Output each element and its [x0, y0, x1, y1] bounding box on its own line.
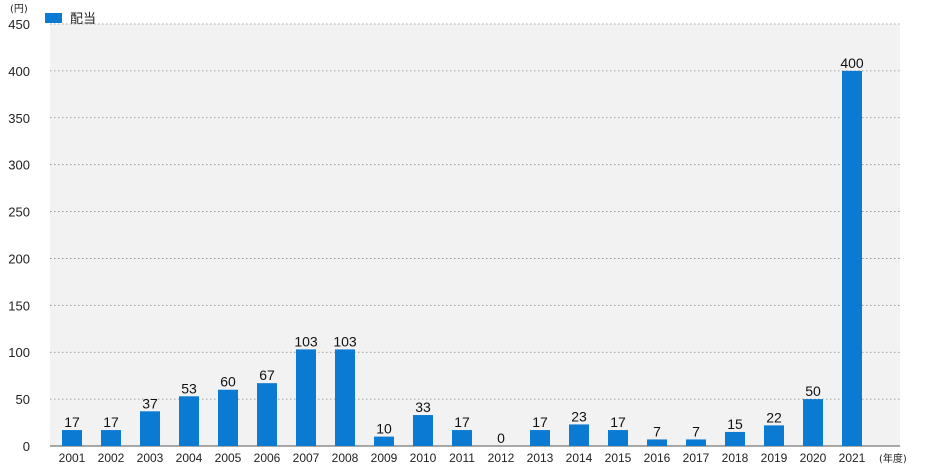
legend-swatch — [45, 12, 62, 23]
x-tick-label-2014: 2014 — [566, 451, 593, 465]
data-label-2001: 17 — [64, 414, 80, 430]
x-tick-label-2018: 2018 — [722, 451, 749, 465]
data-label-2008: 103 — [333, 333, 357, 349]
data-label-2003: 37 — [142, 395, 158, 411]
y-tick-label: 0 — [23, 439, 30, 454]
y-tick-label: 300 — [8, 158, 30, 173]
data-label-2016: 7 — [653, 423, 661, 439]
data-label-2005: 60 — [220, 374, 236, 390]
y-tick-label: 250 — [8, 205, 30, 220]
bar-2015 — [608, 430, 628, 446]
bar-2001 — [62, 430, 82, 446]
x-tick-label-2011: 2011 — [449, 451, 475, 465]
x-tick-label-2020: 2020 — [800, 451, 827, 465]
x-axis-unit: (年度) — [879, 454, 907, 465]
y-tick-label: 450 — [8, 17, 30, 32]
bar-2003 — [140, 411, 160, 446]
x-tick-label-2013: 2013 — [527, 451, 554, 465]
y-tick-label: 150 — [8, 298, 30, 313]
data-label-2020: 50 — [805, 383, 821, 399]
x-tick-label-2008: 2008 — [332, 451, 359, 465]
x-tick-label-2015: 2015 — [605, 451, 632, 465]
x-tick-label-2007: 2007 — [293, 451, 320, 465]
y-axis-unit: (円) — [10, 4, 28, 15]
bar-2020 — [803, 399, 823, 446]
x-tick-label-2001: 2001 — [59, 451, 86, 465]
data-label-2007: 103 — [294, 333, 318, 349]
bar-2018 — [725, 431, 745, 446]
x-tick-label-2003: 2003 — [137, 451, 164, 465]
chart-legend: 配当 — [45, 8, 96, 27]
bar-2016 — [647, 439, 667, 446]
bar-2021 — [842, 70, 862, 446]
bar-2004 — [179, 396, 199, 446]
y-tick-label: 50 — [16, 392, 30, 407]
data-label-2014: 23 — [571, 408, 587, 424]
x-tick-label-2002: 2002 — [98, 451, 125, 465]
plot-area — [50, 24, 900, 446]
legend-label: 配当 — [70, 12, 97, 27]
data-label-2012: 0 — [497, 430, 505, 446]
x-tick-label-2006: 2006 — [254, 451, 281, 465]
bar-2019 — [764, 425, 784, 446]
bar-2014 — [569, 424, 589, 446]
bar-2009 — [374, 436, 394, 446]
data-label-2021: 400 — [840, 55, 864, 71]
bar-2008 — [335, 349, 355, 446]
data-label-2010: 33 — [415, 399, 431, 415]
y-tick-label: 100 — [8, 345, 30, 360]
data-label-2006: 67 — [259, 367, 275, 383]
data-label-2017: 7 — [692, 423, 700, 439]
bar-2010 — [413, 415, 433, 446]
x-tick-label-2009: 2009 — [371, 451, 398, 465]
data-label-2009: 10 — [376, 421, 392, 437]
y-tick-label: 350 — [8, 111, 30, 126]
y-tick-label: 400 — [8, 64, 30, 79]
data-label-2015: 17 — [610, 414, 626, 430]
bar-2017 — [686, 439, 706, 446]
x-tick-label-2017: 2017 — [683, 451, 710, 465]
data-label-2002: 17 — [103, 414, 119, 430]
data-label-2004: 53 — [181, 380, 197, 396]
bar-2005 — [218, 389, 238, 446]
data-label-2011: 17 — [454, 414, 470, 430]
x-tick-label-2005: 2005 — [215, 451, 242, 465]
x-tick-label-2019: 2019 — [761, 451, 788, 465]
bar-2011 — [452, 430, 472, 446]
data-label-2018: 15 — [727, 416, 743, 432]
bar-2006 — [257, 383, 277, 446]
data-label-2019: 22 — [766, 409, 782, 425]
bar-2007 — [296, 349, 316, 446]
x-tick-label-2010: 2010 — [410, 451, 437, 465]
x-tick-label-2016: 2016 — [644, 451, 671, 465]
bar-2013 — [530, 430, 550, 446]
bar-2002 — [101, 430, 121, 446]
x-tick-label-2012: 2012 — [488, 451, 515, 465]
x-tick-label-2004: 2004 — [176, 451, 203, 465]
data-label-2013: 17 — [532, 414, 548, 430]
x-tick-label-2021: 2021 — [839, 451, 866, 465]
y-tick-label: 200 — [8, 251, 30, 266]
